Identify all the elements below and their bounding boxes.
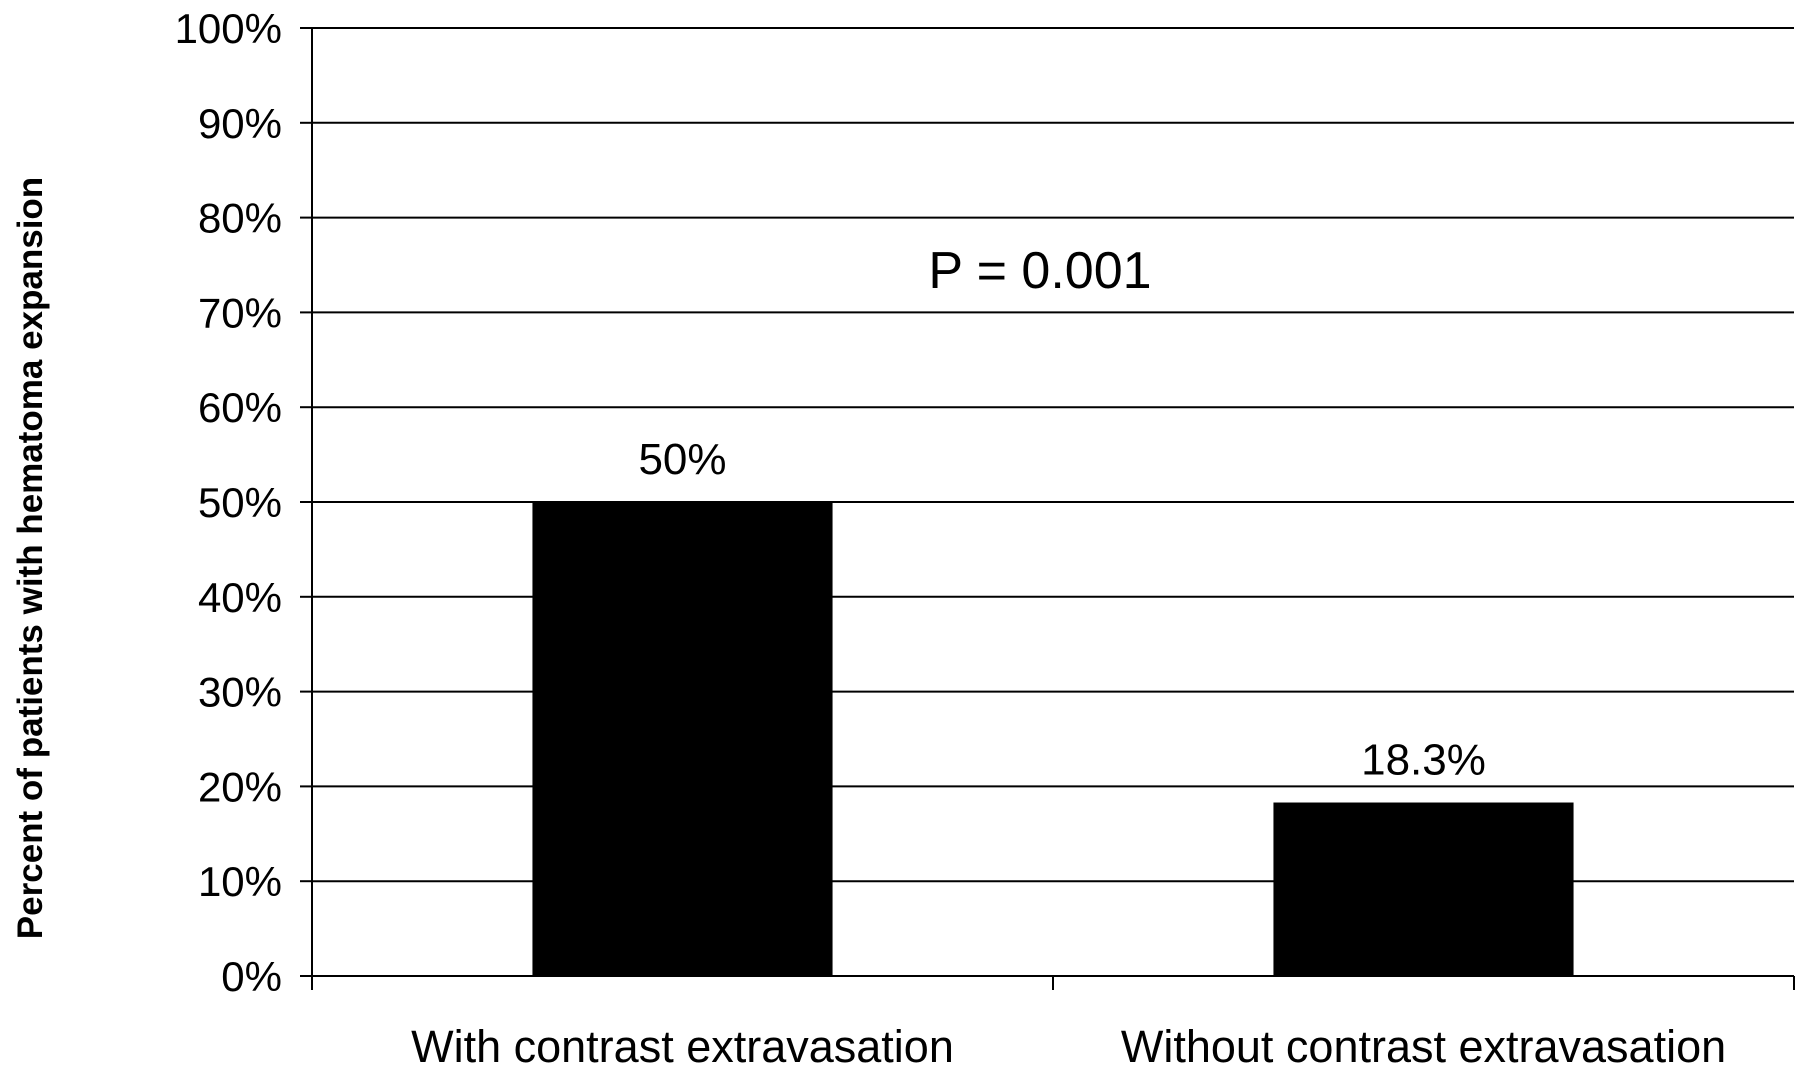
y-axis-label: Percent of patients with hematoma expans… [11, 177, 50, 939]
category-labels: With contrast extravasation Without contr… [411, 1021, 1726, 1071]
y-tick-label: 10% [198, 858, 282, 905]
p-value-annotation: P = 0.001 [928, 242, 1151, 300]
category-label: With contrast extravasation [411, 1021, 954, 1071]
y-tick-label: 50% [198, 479, 282, 526]
data-label: 50% [638, 435, 726, 484]
data-labels: 50% 18.3% [638, 435, 1485, 785]
y-tick-label: 90% [198, 100, 282, 147]
y-tick-label: 20% [198, 763, 282, 810]
y-tick-label: 100% [175, 5, 282, 52]
axes [300, 27, 1795, 990]
y-tick-label: 60% [198, 384, 282, 431]
y-tick-labels: 0% 10% 20% 30% 40% 50% 60% 70% 80% 90% 100% [175, 5, 282, 1000]
bars [532, 502, 1574, 976]
data-label: 18.3% [1361, 736, 1486, 785]
y-tick-label: 30% [198, 669, 282, 716]
category-label: Without contrast extravasation [1121, 1021, 1726, 1071]
bar [1273, 802, 1574, 976]
bar [532, 502, 833, 976]
y-tick-label: 70% [198, 289, 282, 336]
y-tick-label: 0% [221, 953, 282, 1000]
y-tick-label: 80% [198, 195, 282, 242]
y-tick-label: 40% [198, 574, 282, 621]
